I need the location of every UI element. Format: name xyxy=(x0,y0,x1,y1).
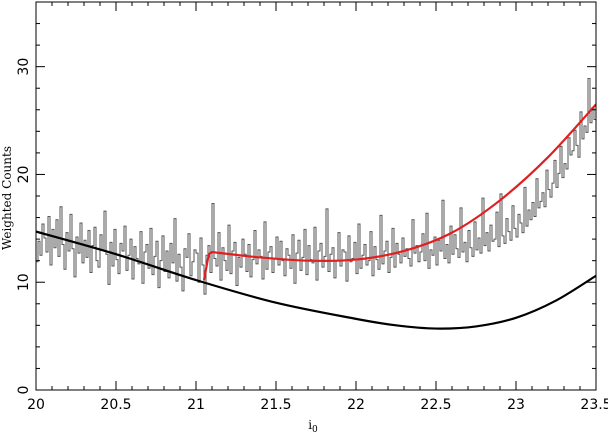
y-tick-label: 10 xyxy=(16,273,32,291)
x-tick-label: 20.5 xyxy=(100,397,131,413)
red-model-curve xyxy=(202,103,596,281)
axes: 20 20.5 21 21.5 22 22.5 23 23.5 0 10 20 30 xyxy=(16,1,608,413)
plot-area xyxy=(36,78,596,330)
x-tick-label: 22 xyxy=(347,397,365,413)
plot-frame xyxy=(35,1,597,391)
histogram-series xyxy=(36,78,596,295)
x-tick-label: 23.5 xyxy=(580,397,608,413)
x-axis-label-subscript: 0 xyxy=(312,425,318,435)
x-tick-label: 21.5 xyxy=(260,397,291,413)
y-tick-label: 0 xyxy=(16,386,32,395)
y-tick-label: 30 xyxy=(16,58,32,76)
y-tick-label: 20 xyxy=(16,166,32,184)
x-tick-label: 23 xyxy=(507,397,525,413)
x-tick-label: 21 xyxy=(187,397,205,413)
y-axis-label: Weighted Counts xyxy=(0,146,14,250)
x-axis-label: i0 xyxy=(308,418,318,435)
black-model-curve xyxy=(36,230,596,330)
x-tick-label: 22.5 xyxy=(420,397,451,413)
x-tick-label: 20 xyxy=(27,397,45,413)
x-axis-label-main: i xyxy=(308,418,312,432)
